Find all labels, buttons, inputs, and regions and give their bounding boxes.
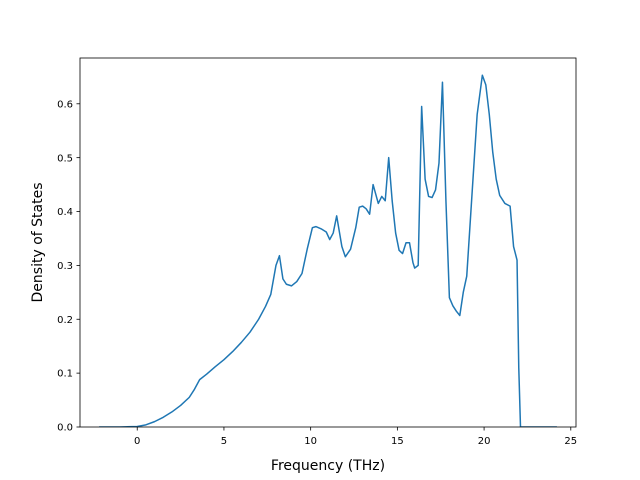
dos-series-line (99, 74, 557, 427)
x-tick-label: 5 (221, 436, 227, 447)
x-tick-label: 20 (478, 436, 491, 447)
plot-area (99, 74, 557, 427)
x-tick-label: 25 (564, 436, 577, 447)
y-axis-label: Density of States (30, 183, 46, 303)
y-tick-label: 0.0 (57, 423, 73, 434)
x-axis-label: Frequency (THz) (271, 458, 385, 474)
y-tick-label: 0.4 (57, 207, 73, 218)
y-tick-label: 0.3 (57, 261, 73, 272)
y-tick-label: 0.1 (57, 369, 73, 380)
x-tick-label: 15 (391, 436, 404, 447)
x-tick-label: 10 (304, 436, 317, 447)
x-tick-label: 0 (134, 436, 140, 447)
y-tick-label: 0.6 (57, 99, 73, 110)
x-axis-ticks: 0 5 10 15 20 25 (134, 427, 577, 447)
axes-frame (79, 57, 577, 428)
y-tick-label: 0.2 (57, 315, 73, 326)
y-axis-ticks: 0.0 0.1 0.2 0.3 0.4 0.5 0.6 (57, 99, 80, 434)
y-tick-label: 0.5 (57, 153, 73, 164)
